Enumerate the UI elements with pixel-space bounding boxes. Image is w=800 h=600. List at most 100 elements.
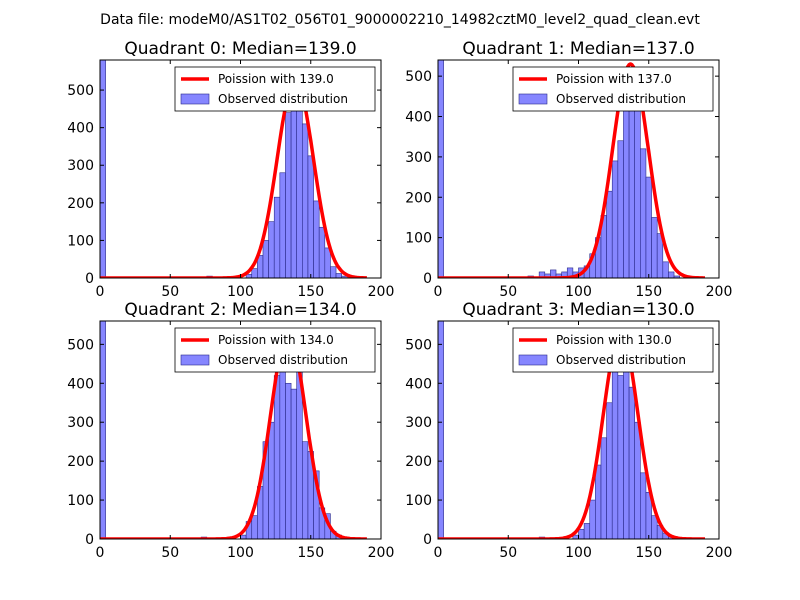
histogram-bar (251, 268, 258, 278)
y-tick-label: 100 (405, 493, 432, 509)
x-tick-label: 0 (434, 284, 443, 300)
legend: Poission with 130.0 Observed distribution (512, 327, 714, 373)
legend-label-poisson: Poission with 139.0 (218, 72, 334, 86)
plot-area (438, 321, 706, 539)
legend: Poission with 134.0 Observed distribution (174, 327, 376, 373)
histogram-bar (273, 196, 281, 278)
y-tick-label: 100 (405, 231, 432, 247)
histogram-bar (606, 190, 613, 278)
histogram-bar (628, 386, 636, 539)
legend-bar-swatch (518, 93, 548, 105)
panel-title: Quadrant 0: Median=139.0 (124, 39, 356, 59)
histogram-bar (611, 160, 619, 278)
legend: Poission with 137.0 Observed distribution (512, 66, 714, 112)
x-tick-label: 0 (96, 545, 105, 561)
x-tick-label: 200 (368, 545, 395, 561)
y-tick-label: 300 (67, 415, 94, 431)
plot-area (438, 60, 706, 278)
histogram-bar (438, 60, 444, 278)
y-tick-label: 400 (405, 376, 432, 392)
legend-label-poisson: Poission with 130.0 (556, 333, 672, 347)
histogram-bar (268, 421, 275, 539)
y-tick-label: 300 (67, 158, 94, 174)
y-tick-label: 0 (423, 532, 432, 548)
histogram-bar (324, 247, 331, 278)
histogram-bar (100, 60, 106, 278)
histogram-bar (290, 388, 297, 539)
x-tick-label: 0 (96, 284, 105, 300)
y-tick-label: 100 (67, 233, 94, 249)
x-tick-label: 150 (297, 284, 324, 300)
histogram-bar (645, 176, 652, 278)
histogram-bar (606, 402, 613, 539)
legend-label-observed: Observed distribution (218, 353, 348, 367)
x-tick-label: 100 (565, 284, 592, 300)
y-tick-label: 0 (85, 271, 94, 287)
x-tick-label: 200 (368, 284, 395, 300)
legend-label-observed: Observed distribution (218, 92, 348, 106)
y-tick-label: 400 (405, 110, 432, 126)
histogram-bar (438, 321, 444, 539)
histogram-bar (302, 441, 309, 539)
y-tick-label: 0 (85, 532, 94, 548)
histogram-bar (251, 515, 258, 539)
panel-title: Quadrant 2: Median=134.0 (124, 300, 356, 320)
legend-label-observed: Observed distribution (556, 353, 686, 367)
y-tick-label: 200 (67, 454, 94, 470)
y-tick-label: 400 (67, 376, 94, 392)
histogram-bar (240, 534, 247, 539)
panel-title: Quadrant 3: Median=130.0 (462, 300, 694, 320)
x-tick-label: 150 (635, 284, 662, 300)
histogram-bar (611, 351, 619, 539)
histogram-bar (634, 100, 641, 278)
figure-title: Data file: modeM0/AS1T02_056T01_90000022… (100, 12, 700, 28)
poisson-curve (438, 330, 706, 539)
histogram-bar (662, 261, 669, 278)
histogram-bar (330, 266, 337, 278)
y-tick-label: 200 (67, 196, 94, 212)
legend-bar-swatch (180, 93, 210, 105)
legend-bar-swatch (518, 354, 548, 366)
legend: Poission with 139.0 Observed distribution (174, 66, 376, 112)
y-tick-label: 500 (405, 69, 432, 85)
y-tick-label: 0 (423, 271, 432, 287)
y-tick-label: 500 (67, 337, 94, 353)
histogram-bar (296, 101, 303, 278)
legend-bar-swatch (180, 354, 210, 366)
histogram-bar (341, 275, 348, 278)
plot-area (100, 321, 368, 539)
panel-title: Quadrant 1: Median=137.0 (462, 39, 694, 59)
x-tick-label: 150 (635, 545, 662, 561)
histogram-bar (313, 200, 320, 278)
y-tick-label: 100 (67, 493, 94, 509)
histogram-bar (595, 464, 602, 539)
histogram-bar (335, 273, 342, 278)
y-tick-label: 400 (67, 121, 94, 137)
legend-label-observed: Observed distribution (556, 92, 686, 106)
legend-label-poisson: Poission with 137.0 (556, 72, 672, 86)
x-tick-label: 50 (161, 545, 179, 561)
quadrant-3-panel: Quadrant 3: Median=130.0 0 50 100 150 200 0 100… (405, 300, 732, 561)
x-tick-label: 100 (565, 545, 592, 561)
quadrant-0-panel: Quadrant 0: Median=139.0 0 50 100 150 200 0 100… (67, 39, 394, 300)
histogram-bar (640, 148, 647, 278)
poisson-curve (100, 330, 368, 539)
histogram-bar (307, 155, 314, 278)
histogram-bar (279, 172, 286, 278)
histogram-bar (318, 226, 326, 278)
x-tick-label: 150 (297, 545, 324, 561)
histogram-bar (617, 375, 624, 539)
histogram-bar (600, 437, 607, 539)
histogram-bar (623, 104, 630, 278)
histogram-bar (313, 470, 320, 539)
x-tick-label: 50 (499, 545, 517, 561)
y-tick-label: 500 (405, 337, 432, 353)
x-tick-label: 0 (434, 545, 443, 561)
quadrant-1-panel: Quadrant 1: Median=137.0 0 50 100 150 200 0 100… (405, 39, 732, 300)
y-tick-label: 200 (405, 190, 432, 206)
histogram-bar (290, 86, 297, 278)
x-tick-label: 100 (227, 545, 254, 561)
histogram-bar (668, 271, 675, 278)
histogram-bar (285, 382, 292, 539)
